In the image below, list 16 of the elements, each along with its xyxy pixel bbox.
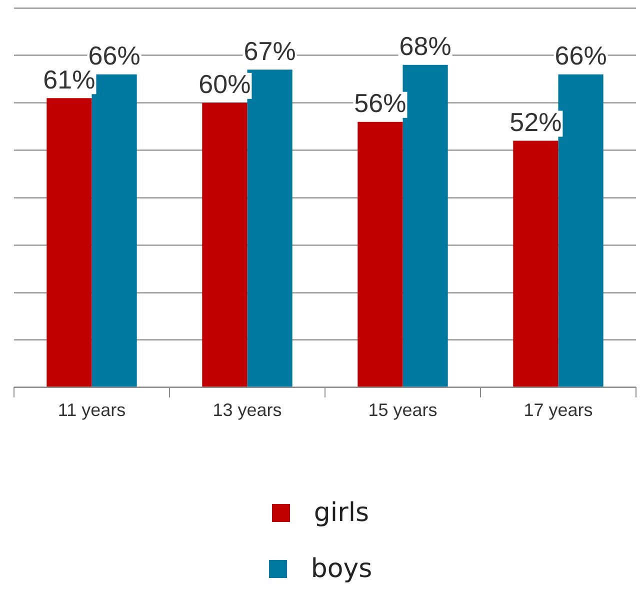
x-tick-label: 15 years (368, 400, 438, 420)
legend-label: girls (314, 498, 370, 528)
x-tick-label: 13 years (212, 400, 282, 420)
data-label: 67% (244, 36, 296, 66)
x-tick-label: 11 years (58, 400, 126, 420)
bar (513, 140, 558, 387)
data-label: 52% (510, 106, 562, 137)
data-label: 66% (554, 40, 607, 71)
bar (202, 102, 248, 387)
legend-label: boys (310, 554, 372, 584)
bar (358, 122, 403, 387)
x-tick-label: 17 years (524, 400, 593, 420)
bar (46, 98, 92, 387)
data-label: 56% (354, 88, 406, 118)
data-label: 68% (399, 31, 452, 62)
data-label: 60% (198, 69, 251, 100)
